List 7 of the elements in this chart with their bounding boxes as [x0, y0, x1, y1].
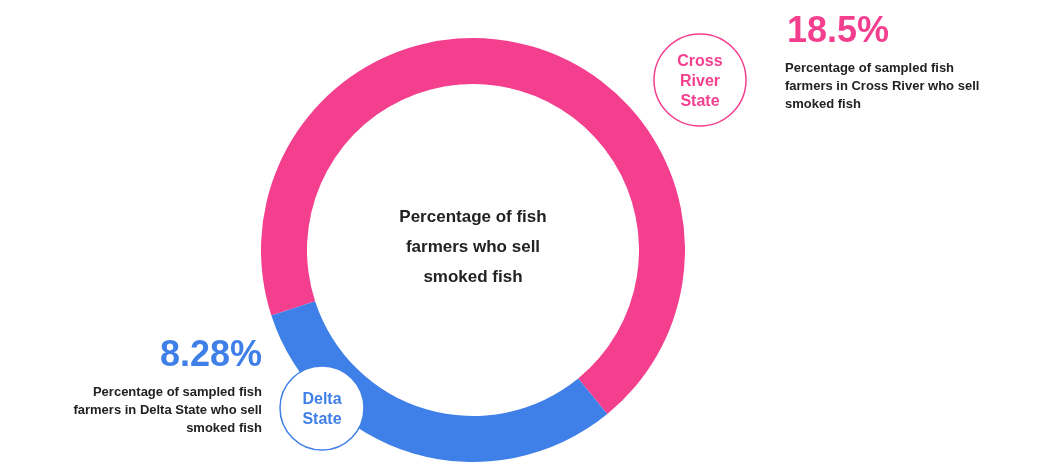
slice-label: Cross River State	[677, 52, 723, 109]
data-label: 8.28%	[159, 333, 262, 374]
data-label: 18.5%	[786, 9, 890, 50]
text: Percentage of sampled fish farmers in Delta State who sell smoked fish	[73, 384, 263, 435]
text: Percentage of sampled fish farmers in Cross River who sell smoked fish	[785, 60, 980, 111]
slice-label: Delta State	[302, 390, 342, 427]
text: Percentage of fish farmers who sell smoked fish	[399, 207, 547, 286]
